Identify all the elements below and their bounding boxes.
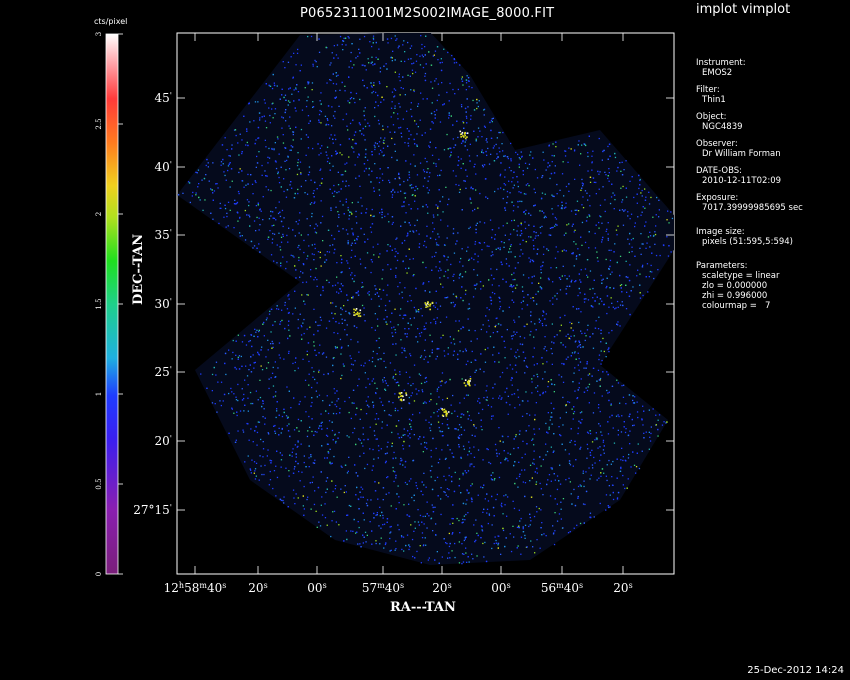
metadata-item: Exposure: 7017.39999985695 sec [696, 193, 803, 213]
colorbar-tick-label: 1 [95, 392, 103, 396]
x-tick-label: 00s [491, 581, 510, 596]
metadata-label: Filter: [696, 85, 720, 95]
colorbar-ticks: 0 0.5 1 1.5 2 2.5 3 [95, 32, 123, 576]
x-tick-label: 20s [432, 581, 451, 596]
metadata-label: Image size: [696, 227, 745, 237]
metadata-value: Dr William Forman [702, 149, 781, 159]
metadata-item: Object: NGC4839 [696, 112, 803, 132]
colorbar-tick-label: 3 [95, 32, 103, 36]
y-tick-label: 25' [155, 365, 172, 380]
metadata-label: Observer: [696, 139, 738, 149]
metadata-item: Instrument: EMOS2 [696, 58, 803, 78]
parameters-label: Parameters: [696, 261, 748, 271]
x-tick-label: 20s [248, 581, 267, 596]
metadata-value: NGC4839 [702, 122, 743, 132]
image-title: P0652311001M2S002IMAGE_8000.FIT [300, 6, 555, 21]
y-tick-label: 30' [155, 297, 172, 312]
metadata-label: Instrument: [696, 58, 746, 68]
metadata-value: Thin1 [702, 95, 726, 105]
photon-events [177, 35, 674, 565]
date-stamp: 25-Dec-2012 14:24 [747, 665, 844, 676]
y-tick-label: 40' [155, 160, 172, 175]
colorbar-tick-label: 0.5 [95, 478, 103, 489]
metadata-panel: Instrument: EMOS2 Filter: Thin1 Object: NGC48… [696, 58, 803, 311]
y-tick-label: 20' [155, 434, 172, 449]
y-axis-ticks: 45' 40' 35' 30' 25' 20' 27°15' [133, 91, 674, 518]
metadata-item: Observer: Dr William Forman [696, 139, 803, 159]
colorbar: 0 0.5 1 1.5 2 2.5 3 [95, 32, 123, 576]
metadata-value: pixels (51:595,5:594) [702, 237, 793, 247]
y-tick-label: 45' [155, 91, 172, 106]
colorbar-tick-label: 2 [95, 212, 103, 216]
colorbar-gradient [106, 34, 118, 574]
y-axis-label-text: DEC--TAN [131, 233, 146, 305]
metadata-label: Exposure: [696, 193, 739, 203]
y-axis-label: DEC--TAN [131, 234, 146, 305]
colorbar-tick-label: 0 [95, 572, 103, 576]
colorbar-tick-label: 2.5 [95, 118, 103, 129]
parameter-item: zlo = 0.000000 [702, 281, 768, 291]
x-tick-label: 12h58m40s [164, 581, 227, 596]
colorbar-tick-label: 1.5 [95, 298, 103, 309]
x-axis-label: RA---TAN [390, 600, 456, 615]
metadata-label: DATE-OBS: [696, 166, 743, 176]
y-tick-label: 35' [155, 228, 172, 243]
metadata-label: Object: [696, 112, 727, 122]
metadata-value: EMOS2 [702, 68, 733, 78]
metadata-value: 7017.39999985695 sec [702, 203, 803, 213]
metadata-item: Image size: pixels (51:595,5:594) [696, 227, 803, 247]
x-tick-label: 20s [613, 581, 632, 596]
y-tick-label: 27°15' [133, 503, 172, 518]
metadata-item: DATE-OBS: 2010-12-11T02:09 [696, 166, 803, 186]
parameter-item: colourmap = 7 [702, 301, 771, 311]
parameter-item: scaletype = linear [702, 271, 780, 281]
metadata-item: Filter: Thin1 [696, 85, 803, 105]
colorbar-unit-label: cts/pixel [94, 17, 128, 26]
x-tick-label: 56m40s [541, 581, 583, 596]
x-tick-label: 00s [307, 581, 326, 596]
x-axis-ticks: 12h58m40s 20s 00s 57m40s 20s 00s 56m40s 20s [164, 33, 633, 595]
metadata-value: 2010-12-11T02:09 [702, 176, 782, 186]
parameter-item: zhi = 0.996000 [702, 291, 768, 301]
app-title: implot vimplot [696, 2, 791, 17]
x-tick-label: 57m40s [362, 581, 404, 596]
